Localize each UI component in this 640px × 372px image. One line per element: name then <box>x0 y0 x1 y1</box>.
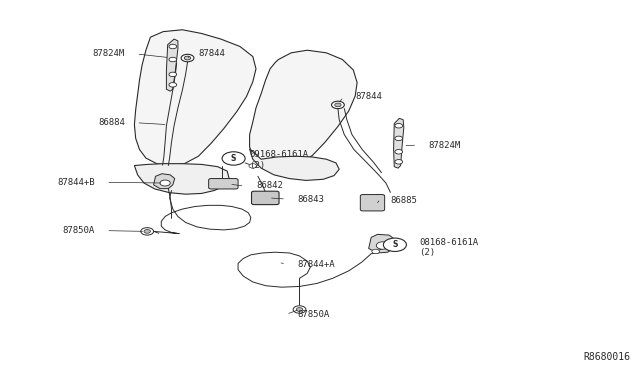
FancyBboxPatch shape <box>252 191 279 205</box>
Circle shape <box>160 180 170 186</box>
Polygon shape <box>394 118 404 168</box>
Polygon shape <box>250 50 357 168</box>
Text: S: S <box>392 240 397 249</box>
Circle shape <box>222 152 245 165</box>
Circle shape <box>296 308 303 311</box>
Circle shape <box>169 57 177 62</box>
Circle shape <box>376 242 389 249</box>
Text: R8680016: R8680016 <box>584 352 630 362</box>
Text: 86884: 86884 <box>98 118 125 127</box>
Polygon shape <box>154 174 175 189</box>
Circle shape <box>332 101 344 109</box>
Polygon shape <box>134 30 256 166</box>
Text: 87844+B: 87844+B <box>57 178 95 187</box>
Text: 87850A: 87850A <box>63 226 95 235</box>
Polygon shape <box>250 149 339 180</box>
Text: 87844: 87844 <box>198 49 225 58</box>
Text: 86885: 86885 <box>390 196 417 205</box>
Polygon shape <box>134 164 229 194</box>
Circle shape <box>293 306 306 313</box>
Circle shape <box>395 150 403 154</box>
Text: 87824M: 87824M <box>429 141 461 150</box>
Polygon shape <box>369 234 396 253</box>
Text: 87844+A: 87844+A <box>298 260 335 269</box>
Circle shape <box>395 136 403 141</box>
Text: 86842: 86842 <box>256 182 283 190</box>
Circle shape <box>395 124 403 128</box>
Circle shape <box>169 83 177 87</box>
Circle shape <box>169 72 177 77</box>
Text: 09168-6161A
(2): 09168-6161A (2) <box>250 150 308 170</box>
Text: 87844: 87844 <box>355 92 382 101</box>
Circle shape <box>169 44 177 49</box>
Text: 86843: 86843 <box>298 195 324 203</box>
Circle shape <box>372 249 380 254</box>
Text: 87850A: 87850A <box>298 310 330 319</box>
Circle shape <box>249 164 257 168</box>
Circle shape <box>383 238 406 251</box>
FancyBboxPatch shape <box>360 195 385 211</box>
Circle shape <box>144 230 150 233</box>
Circle shape <box>141 228 154 235</box>
Circle shape <box>181 54 194 62</box>
Circle shape <box>184 56 191 60</box>
Text: 87824M: 87824M <box>93 49 125 58</box>
Polygon shape <box>166 39 178 91</box>
Circle shape <box>395 160 403 164</box>
Text: S: S <box>231 154 236 163</box>
Circle shape <box>335 103 341 107</box>
FancyBboxPatch shape <box>209 179 238 189</box>
Text: 08168-6161A
(2): 08168-6161A (2) <box>419 238 478 257</box>
